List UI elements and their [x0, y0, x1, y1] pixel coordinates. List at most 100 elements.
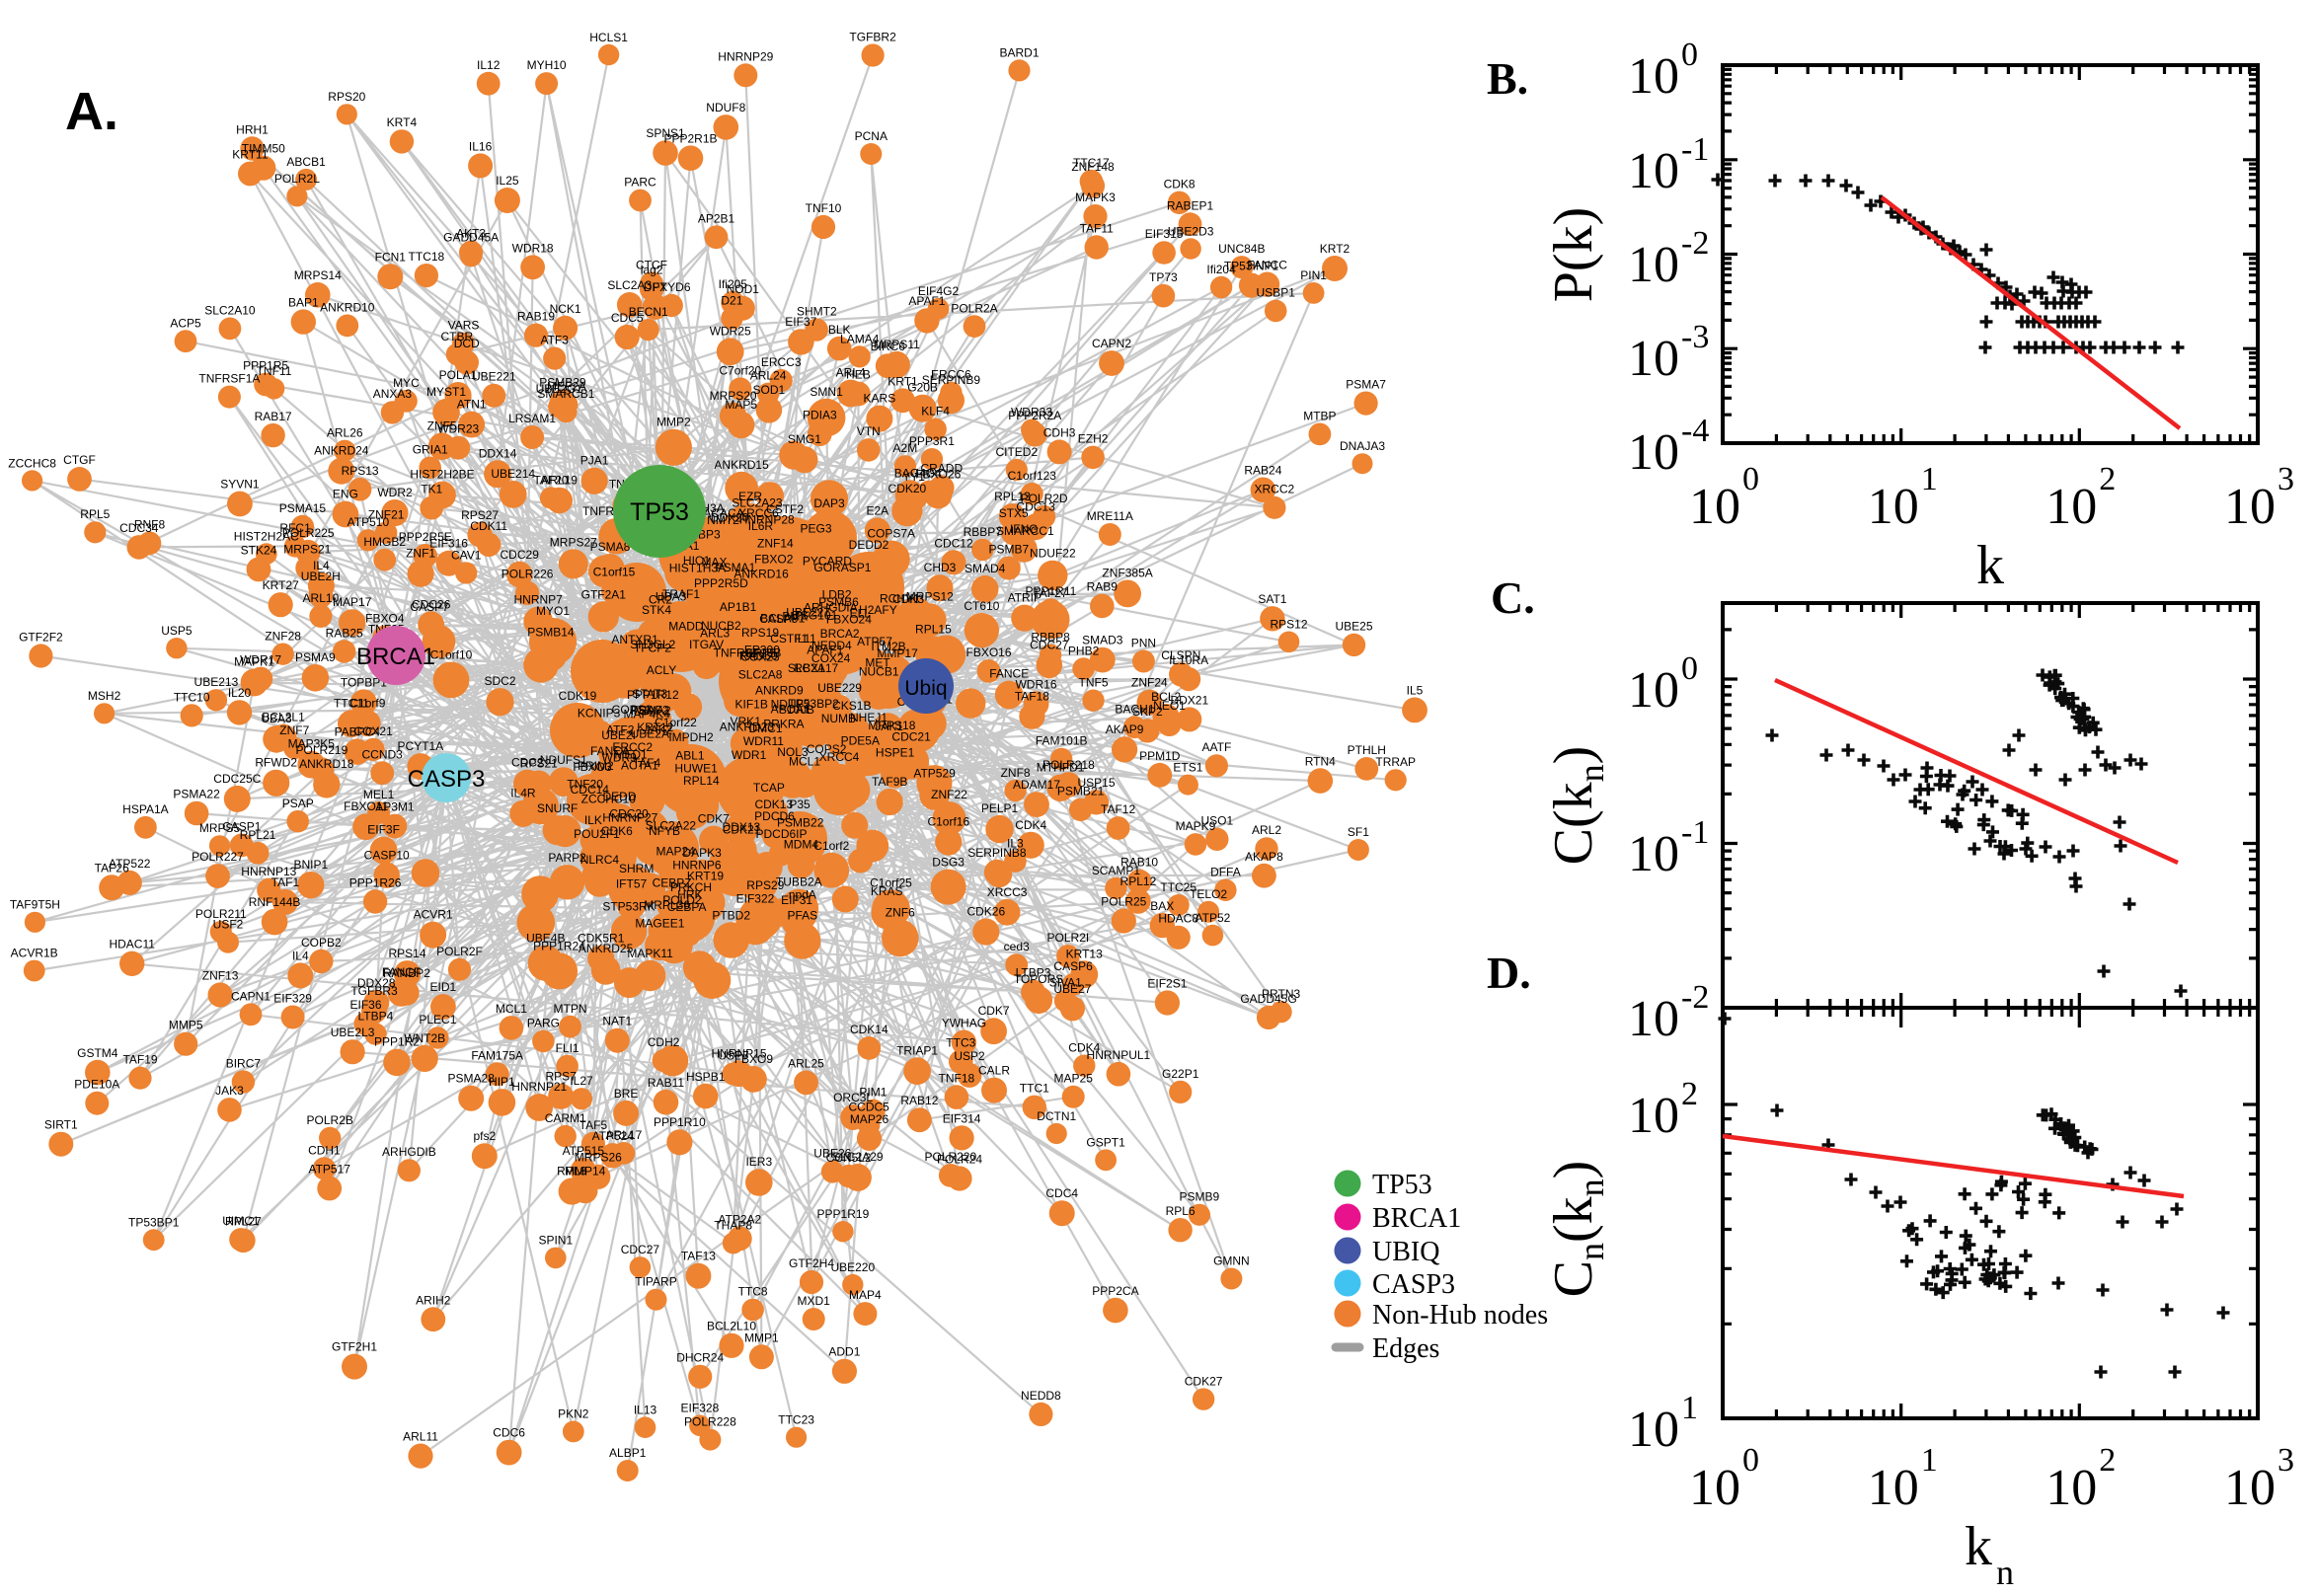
svg-text:HNRNP21: HNRNP21: [511, 1080, 567, 1094]
svg-text:SOD1: SOD1: [753, 383, 786, 397]
svg-text:SIRT1: SIRT1: [44, 1118, 78, 1132]
svg-text:BLK: BLK: [828, 323, 851, 337]
svg-text:PDIA3: PDIA3: [803, 408, 837, 421]
svg-text:TCAP: TCAP: [753, 781, 785, 795]
svg-text:PTBD2: PTBD2: [712, 908, 750, 922]
svg-text:10: 10: [1628, 1402, 1679, 1458]
svg-text:ACVR1: ACVR1: [414, 908, 453, 922]
svg-text:CR2: CR2: [649, 593, 672, 607]
svg-text:MET: MET: [865, 656, 890, 670]
svg-text:KRT4: KRT4: [387, 115, 418, 129]
svg-text:MAPK9: MAPK9: [1176, 819, 1216, 833]
svg-text:ANKRD10: ANKRD10: [320, 301, 375, 315]
svg-text:SKP2: SKP2: [1132, 705, 1163, 719]
svg-text:PPP1R5: PPP1R5: [243, 359, 288, 373]
svg-text:CDK8: CDK8: [1164, 178, 1196, 191]
svg-text:PFAS: PFAS: [787, 908, 817, 922]
svg-text:UBE213: UBE213: [194, 675, 239, 689]
svg-text:RANBP2: RANBP2: [383, 966, 430, 980]
svg-text:FXYD6: FXYD6: [653, 280, 691, 294]
svg-text:GMNN: GMNN: [1213, 1254, 1250, 1268]
svg-text:BRCA1: BRCA1: [1372, 1203, 1461, 1234]
svg-text:COPS3: COPS3: [612, 703, 653, 717]
svg-text:POLR24: POLR24: [937, 1152, 982, 1166]
svg-text:NDUF22: NDUF22: [1030, 547, 1076, 561]
svg-text:HIC1: HIC1: [683, 554, 711, 568]
svg-text:ARL4: ARL4: [836, 366, 866, 380]
svg-text:IL12: IL12: [477, 58, 501, 72]
svg-text:LIG4: LIG4: [916, 467, 942, 481]
svg-text:NLRC4: NLRC4: [580, 853, 620, 867]
svg-text:MRPS11: MRPS11: [874, 338, 920, 351]
svg-text:USBP1: USBP1: [1257, 286, 1296, 300]
svg-text:AATF: AATF: [1202, 740, 1232, 754]
svg-text:-2: -2: [1681, 225, 1709, 262]
svg-text:ATP2A2: ATP2A2: [718, 1213, 761, 1227]
svg-text:CLSPN: CLSPN: [1161, 648, 1200, 662]
svg-text:THAP8: THAP8: [714, 1219, 752, 1233]
svg-text:ZCCHC10: ZCCHC10: [581, 793, 637, 806]
svg-text:FBXO24: FBXO24: [826, 613, 872, 627]
svg-text:UBE227: UBE227: [786, 606, 830, 620]
svg-text:UBE2L3: UBE2L3: [331, 1026, 375, 1039]
svg-text:NHEJ1: NHEJ1: [850, 711, 888, 724]
svg-text:BCL2L10: BCL2L10: [707, 1320, 756, 1333]
svg-text:ATP529: ATP529: [913, 766, 956, 780]
svg-text:MYC: MYC: [393, 376, 420, 390]
svg-text:PJA1: PJA1: [580, 454, 609, 468]
svg-text:A.: A.: [65, 82, 118, 141]
svg-text:ANKRD16: ANKRD16: [733, 567, 789, 580]
svg-text:TOPORS: TOPORS: [1014, 972, 1063, 986]
svg-text:AKAP9: AKAP9: [1106, 722, 1144, 736]
svg-text:WNT2B: WNT2B: [404, 1031, 445, 1045]
svg-text:TFCP2: TFCP2: [634, 642, 671, 655]
svg-text:ARL19: ARL19: [541, 474, 578, 488]
svg-text:SLC2A23: SLC2A23: [732, 496, 783, 510]
svg-text:TNF18: TNF18: [939, 1071, 975, 1085]
svg-text:LDB2: LDB2: [822, 588, 852, 602]
svg-text:10: 10: [1628, 991, 1679, 1047]
svg-text:ALBP1: ALBP1: [609, 1446, 647, 1460]
svg-text:SMAD4: SMAD4: [965, 562, 1006, 575]
svg-text:CDK11: CDK11: [470, 519, 507, 533]
svg-text:ATN1: ATN1: [457, 398, 487, 412]
svg-text:CDK14: CDK14: [850, 1023, 888, 1036]
svg-text:POLD2: POLD2: [662, 893, 702, 907]
svg-text:HNRNP27: HNRNP27: [602, 811, 657, 825]
svg-text:TTC18: TTC18: [409, 250, 445, 264]
svg-text:CARM1: CARM1: [545, 1111, 586, 1125]
svg-text:CTBR: CTBR: [440, 330, 473, 343]
svg-text:DCD: DCD: [454, 337, 480, 350]
svg-text:FANCA: FANCA: [590, 744, 630, 758]
svg-text:PABPC4: PABPC4: [335, 725, 381, 739]
svg-text:TNF5: TNF5: [1079, 676, 1109, 690]
svg-text:PARP2: PARP2: [548, 851, 586, 865]
svg-text:SYVN1: SYVN1: [220, 478, 260, 492]
svg-text:IL4R: IL4R: [510, 787, 536, 800]
svg-text:ANKRD9: ANKRD9: [755, 683, 804, 697]
svg-text:LRSAM1: LRSAM1: [508, 412, 556, 425]
svg-text:TRAF1: TRAF1: [662, 587, 700, 601]
svg-text:MRE11A: MRE11A: [1087, 509, 1133, 523]
svg-text:DPT: DPT: [644, 280, 668, 294]
svg-text:PCYT1A: PCYT1A: [398, 739, 444, 753]
svg-text:FBXO26: FBXO26: [915, 468, 961, 482]
svg-text:CDK20: CDK20: [888, 482, 927, 495]
svg-text:ATP515: ATP515: [563, 1144, 605, 1158]
svg-text:RFC1: RFC1: [279, 521, 311, 535]
svg-text:TTC1: TTC1: [1020, 1082, 1049, 1096]
svg-text:0: 0: [1742, 1442, 1759, 1479]
svg-text:C1orf123: C1orf123: [1008, 469, 1057, 483]
svg-text:DNAJA3: DNAJA3: [1340, 439, 1385, 453]
svg-text:TNF10: TNF10: [806, 201, 842, 215]
svg-text:GTF2F2: GTF2F2: [19, 630, 63, 644]
svg-text:UBE2I: UBE2I: [601, 728, 636, 742]
svg-text:ATP57: ATP57: [857, 635, 892, 648]
svg-text:TAF5: TAF5: [579, 1118, 608, 1132]
svg-text:EID1: EID1: [430, 980, 457, 994]
svg-text:MAP5: MAP5: [725, 398, 757, 412]
svg-text:ARL3: ARL3: [700, 627, 730, 641]
svg-text:MED1: MED1: [614, 747, 648, 761]
svg-text:TTC23: TTC23: [778, 1413, 814, 1427]
svg-text:PCNA: PCNA: [855, 129, 888, 143]
